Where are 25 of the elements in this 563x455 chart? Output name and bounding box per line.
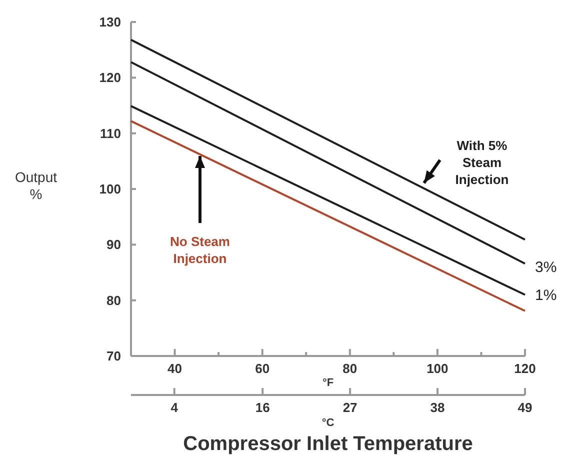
y-tick-label: 90 [106, 237, 121, 252]
x-tick-label: 120 [514, 361, 536, 376]
y-tick-label: 110 [100, 126, 121, 141]
y-tick-label: 70 [106, 348, 121, 364]
x-axis-title: °F [322, 377, 334, 389]
x2-tick-label: 4 [170, 400, 179, 415]
x-tick-label: 40 [168, 361, 182, 376]
x2-axis-title: °C [322, 417, 334, 429]
series-label: 3% [535, 259, 557, 276]
x2-tick-label: 49 [518, 400, 532, 415]
x-tick-label: 80 [342, 361, 358, 376]
x2-tick-label: 38 [430, 400, 445, 415]
legend-label: With 5% Steam Injection [455, 138, 509, 187]
y-tick-label: 120 [99, 70, 121, 86]
y-tick-label: 80 [106, 292, 121, 308]
x-tick-label: 100 [426, 361, 448, 376]
y-tick-label: 100 [99, 182, 121, 197]
series-label: 1% [535, 287, 557, 304]
text: No Steam Injection [170, 234, 230, 266]
x-tick-label: 60 [255, 361, 270, 376]
y-axis-title: Output % [14, 169, 58, 202]
x2-tick-label: 16 [255, 400, 270, 415]
y-tick-label: 130 [99, 14, 121, 30]
x2-tick-label: 27 [342, 400, 358, 415]
text: Compressor Inlet Temperature [183, 433, 473, 455]
